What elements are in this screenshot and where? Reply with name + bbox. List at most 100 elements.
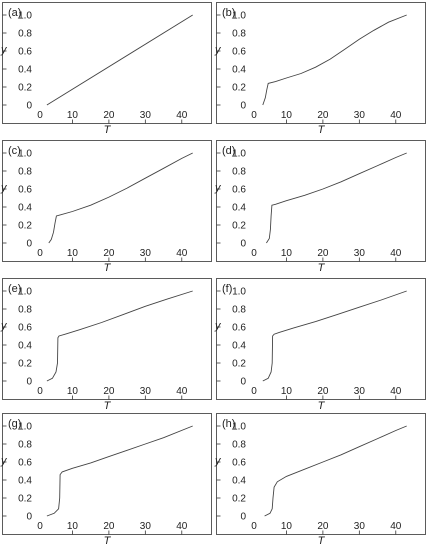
series-line: [266, 152, 407, 244]
y-tick-label: 0.6: [18, 185, 32, 196]
y-tick-label: 0.2: [18, 494, 32, 505]
panel-label: (d): [222, 145, 235, 157]
y-axis-label: y: [0, 182, 8, 194]
y-tick-label: 0.8: [232, 440, 246, 451]
y-tick-label: 0.8: [18, 440, 32, 451]
y-tick-label: 0.2: [232, 221, 246, 232]
x-tick-label: 20: [103, 248, 115, 259]
y-axis-label: y: [214, 320, 222, 332]
panel-g: (g) 0 0.2 0.4 0.6 0.8 1.0 10 20 30 40 0 Ty: [0, 413, 212, 547]
y-axis-label: y: [214, 182, 222, 194]
panel-d: (d) 0 0.2 0.4 0.6 0.8 1.0 10 20 30 40 0 Ty: [214, 140, 426, 274]
x-tick-label: 30: [354, 110, 366, 121]
y-tick-label: 0.4: [232, 203, 246, 214]
y-tick-label: 0.4: [18, 203, 32, 214]
y-tick-label: 0.2: [18, 83, 32, 94]
panel-label: (h): [222, 418, 235, 430]
y-tick-label: 0.4: [232, 65, 246, 76]
panel-label: (c): [8, 145, 21, 157]
x-axis-label: T: [318, 262, 326, 274]
x-tick-label: 30: [354, 248, 366, 259]
y-tick-label: 0: [26, 512, 32, 523]
y-tick-label: 0.6: [18, 47, 32, 58]
y-tick-label: 0.2: [18, 221, 32, 232]
series-line: [264, 425, 407, 517]
series-line: [48, 152, 193, 244]
y-tick-label: 0.6: [232, 185, 246, 196]
x-tick-label: 30: [354, 386, 366, 397]
x-tick-label-zero: 0: [251, 110, 257, 121]
x-tick-label: 20: [103, 521, 115, 532]
series-line: [46, 14, 193, 106]
x-tick-label: 10: [67, 110, 79, 121]
x-tick-label: 40: [390, 248, 402, 259]
y-tick-label: 1.0: [232, 287, 246, 298]
y-tick-label: 0.2: [232, 359, 246, 370]
series-line: [46, 290, 193, 382]
panel-frame: [216, 2, 426, 124]
series-line: [262, 14, 407, 106]
y-tick-label: 0.8: [232, 29, 246, 40]
x-tick-label: 40: [390, 386, 402, 397]
x-tick-label: 30: [140, 248, 152, 259]
y-axis-label: y: [214, 455, 222, 467]
y-tick-label: 1.0: [18, 149, 32, 160]
y-tick-label: 0: [240, 239, 246, 250]
panel-frame: [216, 278, 426, 400]
y-tick-label: 0.8: [18, 305, 32, 316]
x-tick-label: 20: [317, 248, 329, 259]
x-tick-label: 40: [176, 521, 188, 532]
y-tick-label: 0.2: [18, 359, 32, 370]
panel-f: (f) 0 0.2 0.4 0.6 0.8 1.0 10 20 30 40 0 Ty: [214, 278, 426, 412]
x-axis-label: T: [318, 124, 326, 136]
x-tick-label: 40: [390, 521, 402, 532]
x-axis-label: T: [318, 400, 326, 412]
y-tick-label: 0: [240, 377, 246, 388]
x-axis-label: T: [104, 400, 112, 412]
y-tick-label: 0.4: [18, 341, 32, 352]
y-axis-label: y: [0, 455, 8, 467]
x-tick-label: 40: [176, 248, 188, 259]
y-tick-label: 0.8: [18, 29, 32, 40]
x-tick-label-zero: 0: [37, 521, 43, 532]
x-tick-label: 20: [103, 110, 115, 121]
y-tick-label: 0.2: [232, 83, 246, 94]
x-tick-label: 30: [140, 386, 152, 397]
x-axis-label: T: [318, 535, 326, 547]
y-tick-label: 0.4: [18, 476, 32, 487]
y-tick-label: 0.4: [232, 341, 246, 352]
y-tick-label: 0: [240, 512, 246, 523]
y-axis-label: y: [0, 320, 8, 332]
x-axis-label: T: [104, 535, 112, 547]
y-tick-label: 0.6: [18, 323, 32, 334]
panel-label: (b): [222, 7, 235, 19]
y-tick-label: 0: [26, 377, 32, 388]
y-tick-label: 1.0: [232, 11, 246, 22]
y-tick-label: 0: [26, 239, 32, 250]
x-axis-label: T: [104, 262, 112, 274]
x-tick-label: 30: [140, 110, 152, 121]
panel-frame: [2, 2, 212, 124]
series-line: [262, 290, 407, 382]
x-tick-label: 20: [103, 386, 115, 397]
x-tick-label: 40: [176, 386, 188, 397]
y-tick-label: 0.8: [232, 167, 246, 178]
x-tick-label: 10: [67, 521, 79, 532]
panel-label: (g): [8, 418, 21, 430]
x-tick-label: 10: [67, 386, 79, 397]
y-tick-label: 0.6: [18, 458, 32, 469]
y-tick-label: 1.0: [232, 422, 246, 433]
x-tick-label: 20: [317, 110, 329, 121]
panel-label: (a): [8, 7, 21, 19]
panel-frame: [2, 278, 212, 400]
x-tick-label: 30: [354, 521, 366, 532]
x-tick-label-zero: 0: [37, 248, 43, 259]
panel-b: (b) 0 0.2 0.4 0.6 0.8 1.0 10 20 30 40 0 Ty: [214, 2, 426, 136]
y-tick-label: 0.6: [232, 47, 246, 58]
panel-c: (c) 0 0.2 0.4 0.6 0.8 1.0 10 20 30 40 0 Ty: [0, 140, 212, 274]
x-tick-label-zero: 0: [37, 110, 43, 121]
panel-frame: [2, 140, 212, 262]
x-tick-label: 40: [390, 110, 402, 121]
